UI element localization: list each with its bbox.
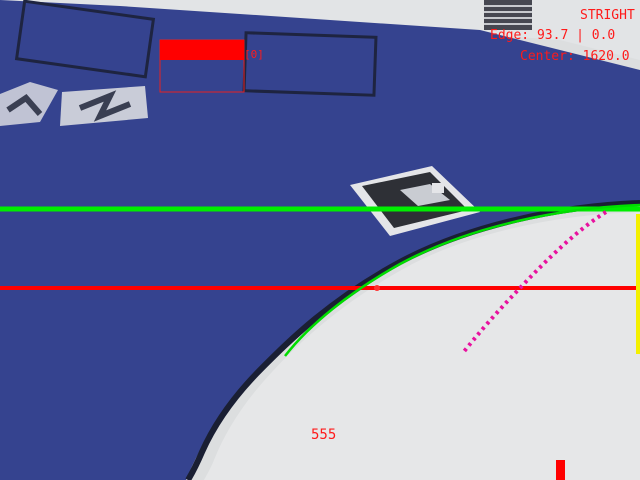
road-arrow-marking-icon xyxy=(0,82,148,126)
edge-readout: Edge: 93.7 | 0.0 xyxy=(490,28,616,43)
bottom-red-marker xyxy=(556,460,565,480)
track-marking-rect-left xyxy=(14,0,156,79)
track-marking-rect-center xyxy=(242,31,378,97)
aruco-marker-icon xyxy=(350,166,480,236)
intersection-marker xyxy=(374,285,380,291)
track-edge-shadow xyxy=(185,200,640,480)
drive-mode-label: STRIGHT xyxy=(580,8,635,23)
floor-top-strip xyxy=(0,0,640,60)
side-indicator-bar xyxy=(636,214,640,354)
bottom-counter: 555 xyxy=(311,427,337,443)
center-readout: Center: 1620.0 xyxy=(520,49,630,64)
top-hatched-object xyxy=(484,0,532,30)
detected-edge-trace xyxy=(284,203,640,357)
marker-id-label: [0] xyxy=(244,48,264,61)
floor-white-region xyxy=(204,212,640,480)
trajectory-dots xyxy=(460,210,608,356)
detection-box-header xyxy=(160,40,244,60)
